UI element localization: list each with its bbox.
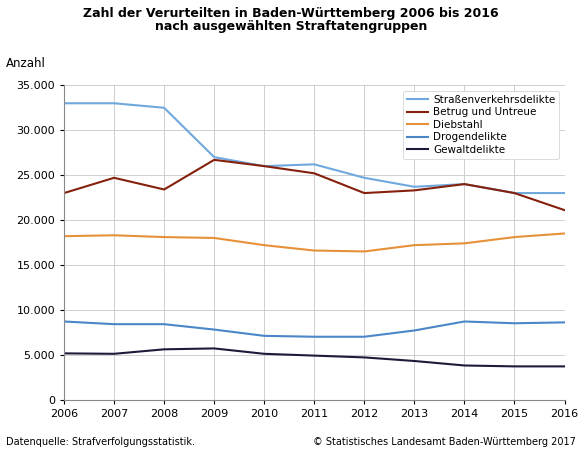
Drogendelikte	[211, 327, 218, 332]
Line: Straßenverkehrsdelikte: Straßenverkehrsdelikte	[64, 103, 565, 193]
Straßenverkehrsdelikte	[161, 105, 168, 110]
Gewaltdelikte	[461, 363, 468, 368]
Drogendelikte	[361, 334, 368, 339]
Diebstahl	[111, 233, 118, 238]
Drogendelikte	[61, 319, 68, 324]
Diebstahl	[511, 234, 518, 240]
Betrug und Untreue	[461, 181, 468, 187]
Gewaltdelikte	[261, 351, 268, 357]
Straßenverkehrsdelikte	[311, 162, 318, 167]
Legend: Straßenverkehrsdelikte, Betrug und Untreue, Diebstahl, Drogendelikte, Gewaltdeli: Straßenverkehrsdelikte, Betrug und Untre…	[403, 91, 559, 159]
Gewaltdelikte	[111, 351, 118, 357]
Line: Gewaltdelikte: Gewaltdelikte	[64, 348, 565, 366]
Drogendelikte	[261, 333, 268, 339]
Gewaltdelikte	[361, 355, 368, 360]
Diebstahl	[361, 249, 368, 254]
Straßenverkehrsdelikte	[261, 163, 268, 169]
Straßenverkehrsdelikte	[361, 175, 368, 180]
Drogendelikte	[511, 321, 518, 326]
Betrug und Untreue	[261, 163, 268, 169]
Betrug und Untreue	[361, 190, 368, 196]
Text: Datenquelle: Strafverfolgungsstatistik.: Datenquelle: Strafverfolgungsstatistik.	[6, 437, 195, 447]
Straßenverkehrsdelikte	[461, 181, 468, 187]
Line: Drogendelikte: Drogendelikte	[64, 321, 565, 337]
Drogendelikte	[161, 321, 168, 327]
Gewaltdelikte	[511, 364, 518, 369]
Straßenverkehrsdelikte	[561, 190, 568, 196]
Drogendelikte	[461, 319, 468, 324]
Drogendelikte	[411, 328, 418, 333]
Betrug und Untreue	[211, 157, 218, 163]
Straßenverkehrsdelikte	[511, 190, 518, 196]
Straßenverkehrsdelikte	[111, 101, 118, 106]
Text: Zahl der Verurteilten in Baden-Württemberg 2006 bis 2016: Zahl der Verurteilten in Baden-Württembe…	[83, 7, 499, 20]
Diebstahl	[161, 234, 168, 240]
Diebstahl	[411, 242, 418, 248]
Betrug und Untreue	[161, 187, 168, 192]
Straßenverkehrsdelikte	[211, 154, 218, 160]
Betrug und Untreue	[61, 190, 68, 196]
Line: Betrug und Untreue: Betrug und Untreue	[64, 160, 565, 210]
Betrug und Untreue	[511, 190, 518, 196]
Betrug und Untreue	[411, 188, 418, 193]
Text: nach ausgewählten Straftatengruppen: nach ausgewählten Straftatengruppen	[155, 20, 427, 33]
Drogendelikte	[111, 321, 118, 327]
Gewaltdelikte	[561, 364, 568, 369]
Gewaltdelikte	[161, 347, 168, 352]
Gewaltdelikte	[61, 351, 68, 356]
Gewaltdelikte	[311, 353, 318, 358]
Betrug und Untreue	[311, 171, 318, 176]
Diebstahl	[61, 233, 68, 239]
Drogendelikte	[311, 334, 318, 339]
Drogendelikte	[561, 320, 568, 325]
Gewaltdelikte	[211, 346, 218, 351]
Diebstahl	[211, 235, 218, 241]
Betrug und Untreue	[111, 175, 118, 180]
Straßenverkehrsdelikte	[411, 184, 418, 189]
Text: Anzahl: Anzahl	[6, 57, 46, 70]
Betrug und Untreue	[561, 207, 568, 213]
Line: Diebstahl: Diebstahl	[64, 233, 565, 251]
Diebstahl	[461, 241, 468, 246]
Diebstahl	[561, 231, 568, 236]
Gewaltdelikte	[411, 358, 418, 364]
Diebstahl	[261, 242, 268, 248]
Text: © Statistisches Landesamt Baden-Württemberg 2017: © Statistisches Landesamt Baden-Württemb…	[313, 437, 576, 447]
Straßenverkehrsdelikte	[61, 101, 68, 106]
Diebstahl	[311, 248, 318, 253]
